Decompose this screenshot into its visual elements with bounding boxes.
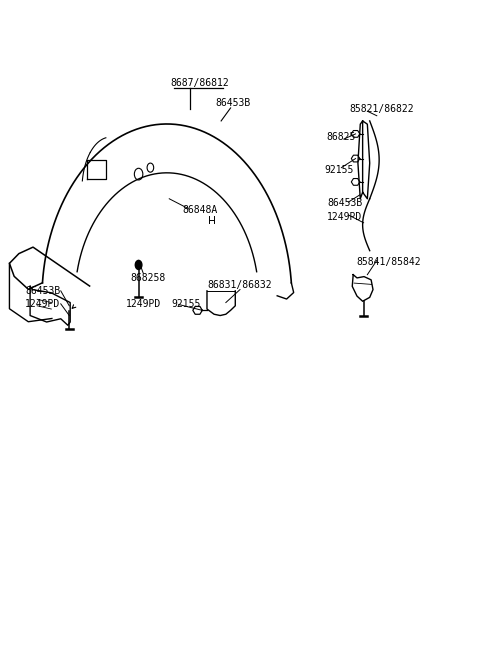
Text: 1249PD: 1249PD xyxy=(327,212,362,222)
Text: 85841/85842: 85841/85842 xyxy=(356,258,421,267)
Text: 868258: 868258 xyxy=(131,273,166,283)
Text: 1249PD: 1249PD xyxy=(126,300,161,309)
Text: 86831/86832: 86831/86832 xyxy=(208,280,272,290)
Text: 1249PD: 1249PD xyxy=(25,300,60,309)
Text: 86848A: 86848A xyxy=(182,206,217,215)
Text: 8687/86812: 8687/86812 xyxy=(170,78,229,88)
Text: 86453B: 86453B xyxy=(25,286,60,296)
Text: 85821/86822: 85821/86822 xyxy=(349,104,414,114)
Circle shape xyxy=(135,260,142,269)
Text: 86453B: 86453B xyxy=(327,198,362,208)
Text: 86453B: 86453B xyxy=(216,98,251,108)
Text: 92155: 92155 xyxy=(171,300,201,309)
Text: 86825: 86825 xyxy=(327,132,356,142)
Text: 92155: 92155 xyxy=(324,164,354,175)
